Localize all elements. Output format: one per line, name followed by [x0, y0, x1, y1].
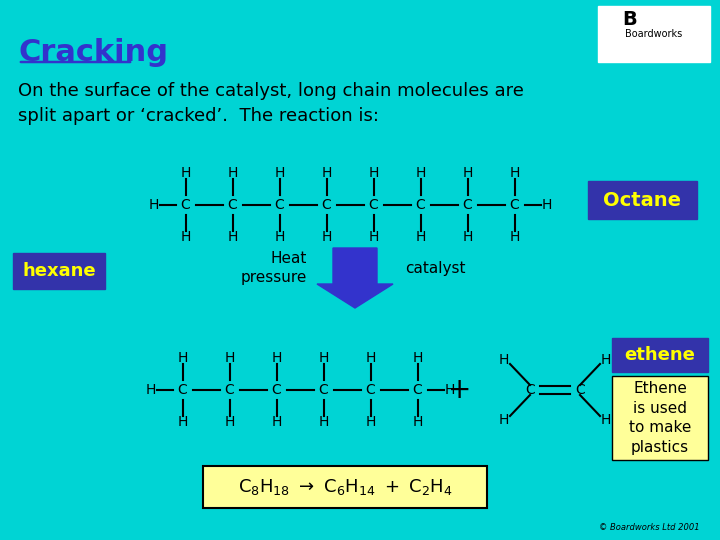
Text: $\mathregular{C_8H_{18}\ \rightarrow\ C_6H_{14}\ +\ C_2H_4}$: $\mathregular{C_8H_{18}\ \rightarrow\ C_… [238, 477, 452, 497]
Text: H: H [499, 353, 509, 367]
Text: C: C [369, 198, 379, 212]
Text: Heat
pressure: Heat pressure [240, 251, 307, 286]
Text: H: H [180, 166, 191, 180]
Text: H: H [225, 351, 235, 365]
Text: C: C [463, 198, 472, 212]
Text: hexane: hexane [22, 262, 96, 280]
Text: H: H [600, 353, 611, 367]
Text: C: C [510, 198, 519, 212]
Text: C: C [575, 383, 585, 397]
Text: C: C [366, 383, 375, 397]
Text: H: H [369, 230, 379, 244]
FancyBboxPatch shape [598, 6, 710, 62]
Text: +: + [449, 376, 472, 404]
Text: H: H [415, 166, 426, 180]
Text: H: H [271, 415, 282, 429]
Text: H: H [509, 230, 520, 244]
Text: C: C [322, 198, 331, 212]
Text: H: H [600, 413, 611, 427]
Text: H: H [321, 230, 332, 244]
Text: Octane: Octane [603, 191, 681, 210]
Text: ethene: ethene [624, 346, 696, 364]
Text: H: H [318, 351, 329, 365]
Text: H: H [541, 198, 552, 212]
Text: H: H [321, 166, 332, 180]
Text: H: H [415, 230, 426, 244]
Text: H: H [413, 351, 423, 365]
Polygon shape [317, 248, 393, 308]
Text: C: C [181, 198, 190, 212]
Text: C: C [413, 383, 423, 397]
Text: H: H [499, 413, 509, 427]
Text: C: C [225, 383, 235, 397]
Text: H: H [462, 230, 473, 244]
Text: On the surface of the catalyst, long chain molecules are
split apart or ‘cracked: On the surface of the catalyst, long cha… [18, 82, 524, 125]
Text: H: H [462, 166, 473, 180]
Text: H: H [274, 166, 284, 180]
Text: H: H [444, 383, 455, 397]
Text: C: C [178, 383, 187, 397]
FancyBboxPatch shape [203, 466, 487, 508]
Text: H: H [365, 351, 376, 365]
Text: H: H [274, 230, 284, 244]
Text: Ethene
is used
to make
plastics: Ethene is used to make plastics [629, 381, 691, 455]
Text: B: B [622, 10, 636, 29]
Text: H: H [177, 351, 188, 365]
Text: Boardworks: Boardworks [626, 29, 683, 39]
Text: H: H [177, 415, 188, 429]
FancyBboxPatch shape [588, 181, 697, 219]
FancyBboxPatch shape [612, 376, 708, 460]
Text: H: H [413, 415, 423, 429]
Text: H: H [228, 166, 238, 180]
Text: H: H [148, 198, 158, 212]
Text: H: H [180, 230, 191, 244]
Text: H: H [365, 415, 376, 429]
Text: C: C [415, 198, 426, 212]
Text: C: C [228, 198, 238, 212]
Text: © Boardworks Ltd 2001: © Boardworks Ltd 2001 [599, 523, 700, 532]
Text: H: H [369, 166, 379, 180]
Text: H: H [145, 383, 156, 397]
FancyBboxPatch shape [13, 253, 105, 289]
Text: H: H [509, 166, 520, 180]
Text: C: C [525, 383, 535, 397]
Text: C: C [271, 383, 282, 397]
FancyBboxPatch shape [612, 338, 708, 372]
Text: C: C [274, 198, 284, 212]
Text: C: C [319, 383, 328, 397]
Text: H: H [225, 415, 235, 429]
Text: H: H [228, 230, 238, 244]
Text: H: H [318, 415, 329, 429]
Text: H: H [271, 351, 282, 365]
Text: Cracking: Cracking [18, 38, 168, 67]
Text: catalyst: catalyst [405, 260, 466, 275]
